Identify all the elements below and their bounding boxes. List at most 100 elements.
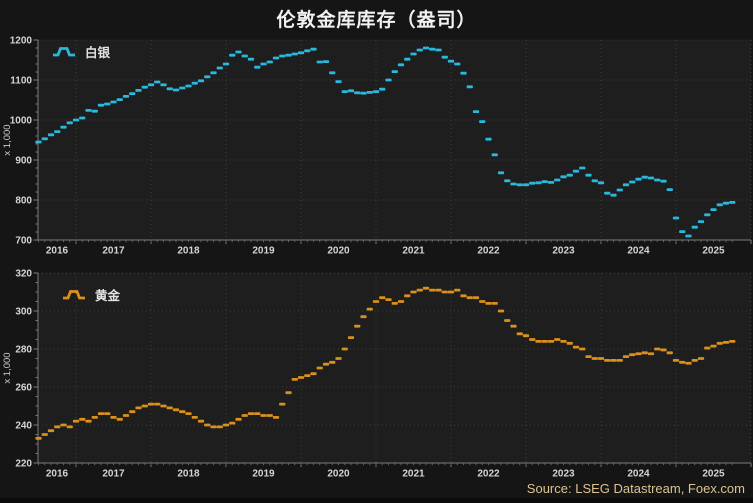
data-point-silver: [379, 87, 386, 91]
data-point-gold: [335, 357, 342, 360]
x-tick-label: 2019: [252, 246, 275, 257]
data-point-silver: [697, 220, 705, 223]
data-point-silver: [254, 65, 261, 69]
data-point-gold: [591, 357, 598, 360]
data-point-gold: [135, 406, 142, 410]
data-point-silver: [691, 225, 698, 229]
data-point-silver: [522, 183, 530, 187]
data-point-silver: [372, 90, 380, 93]
y-tick-label: 220: [15, 459, 32, 470]
data-point-silver: [172, 88, 180, 92]
data-point-gold: [710, 344, 717, 348]
data-point-gold: [429, 288, 436, 292]
data-point-gold: [597, 357, 605, 360]
data-point-silver: [72, 118, 80, 122]
x-tick-label: 2020: [327, 246, 350, 257]
data-point-silver: [179, 86, 186, 90]
data-point-silver: [366, 91, 373, 94]
silver-line-icon: [53, 47, 75, 57]
data-point-gold: [616, 359, 623, 362]
data-point-gold: [554, 338, 561, 341]
y-tick-label: 1000: [10, 116, 33, 127]
data-point-silver: [329, 71, 336, 75]
y-tick-label: 1200: [10, 36, 33, 47]
x-tick-label: 2024: [627, 469, 650, 480]
data-point-silver: [341, 90, 348, 93]
legend-gold[interactable]: 黄金: [62, 285, 120, 304]
data-point-gold: [210, 425, 217, 429]
data-point-silver: [66, 121, 73, 125]
data-point-silver: [622, 183, 630, 187]
data-point-silver: [722, 201, 730, 205]
legend-silver[interactable]: 白银: [52, 42, 110, 61]
data-point-silver: [466, 85, 473, 89]
chart-title: 伦敦金库库存（盎司）: [276, 10, 477, 31]
data-point-gold: [122, 414, 130, 417]
data-point-gold: [522, 334, 530, 338]
data-point-gold: [341, 347, 348, 351]
y-axis-unit-label: x 1,000: [2, 124, 13, 155]
x-tick-label: 2021: [402, 246, 425, 257]
data-point-silver: [160, 83, 167, 87]
x-tick-label: 2021: [402, 469, 425, 480]
data-point-silver: [166, 87, 173, 91]
data-point-gold: [266, 414, 273, 417]
data-point-silver: [447, 59, 455, 63]
data-point-silver: [554, 178, 561, 182]
data-point-gold: [504, 319, 511, 322]
data-point-gold: [391, 302, 398, 305]
data-point-gold: [185, 412, 192, 415]
data-point-gold: [729, 340, 736, 343]
data-point-gold: [679, 360, 686, 364]
data-point-gold: [166, 406, 173, 410]
data-point-gold: [516, 332, 523, 336]
data-point-silver: [472, 110, 480, 113]
data-point-gold: [360, 315, 367, 319]
data-point-gold: [229, 421, 236, 425]
data-point-silver: [572, 169, 580, 173]
data-point-silver: [354, 91, 361, 95]
data-point-silver: [204, 75, 211, 79]
x-tick-label: 2025: [702, 469, 725, 480]
data-point-silver: [704, 213, 711, 217]
data-point-silver: [410, 52, 417, 56]
data-point-gold: [647, 352, 655, 356]
data-point-gold: [54, 425, 61, 429]
data-point-gold: [172, 408, 180, 412]
data-point-gold: [79, 417, 86, 421]
data-point-silver: [316, 60, 323, 64]
data-point-silver: [41, 137, 48, 141]
data-point-silver: [35, 140, 42, 144]
data-point-silver: [291, 52, 298, 56]
data-point-silver: [135, 89, 142, 92]
x-tick-label: 2016: [46, 246, 69, 257]
data-point-gold: [691, 359, 698, 362]
data-point-silver: [297, 51, 305, 55]
data-point-gold: [285, 391, 292, 395]
data-point-silver: [197, 79, 205, 83]
data-point-silver: [666, 188, 673, 191]
data-point-gold: [354, 324, 361, 328]
data-point-gold: [629, 353, 636, 357]
data-point-silver: [604, 191, 611, 195]
data-point-gold: [41, 433, 48, 436]
data-point-silver: [47, 133, 55, 137]
data-point-silver: [641, 175, 648, 179]
data-point-gold: [35, 436, 42, 440]
x-tick-label: 2020: [327, 469, 350, 480]
data-point-silver: [116, 98, 123, 101]
y-tick-label: 700: [15, 236, 32, 247]
data-point-silver: [429, 47, 436, 51]
x-tick-label: 2017: [102, 246, 125, 257]
data-point-gold: [329, 360, 336, 364]
legend-gold-label: 黄金: [95, 289, 121, 303]
data-point-gold: [316, 366, 323, 370]
data-point-silver: [304, 49, 311, 53]
x-tick-label: 2017: [102, 469, 125, 480]
data-point-gold: [397, 300, 405, 303]
data-point-gold: [466, 296, 473, 300]
panel-background: [38, 273, 751, 463]
data-point-silver: [185, 84, 192, 88]
data-point-gold: [291, 378, 298, 381]
data-point-silver: [60, 125, 67, 129]
